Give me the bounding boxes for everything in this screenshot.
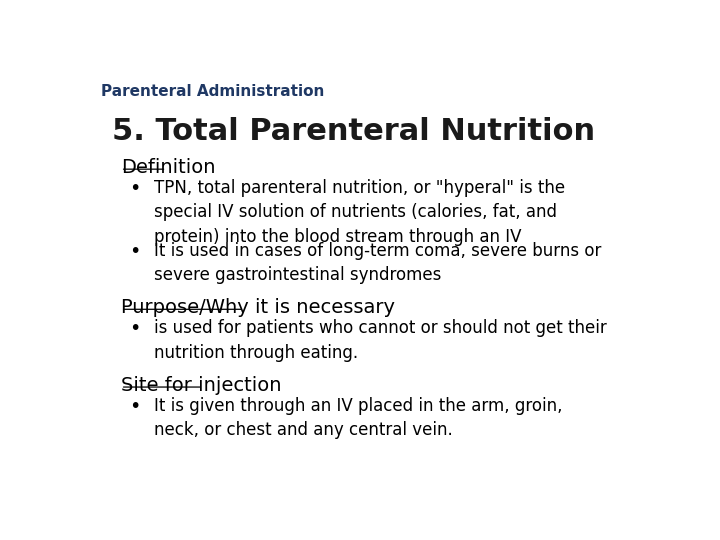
Text: is used for patients who cannot or should not get their
nutrition through eating: is used for patients who cannot or shoul… bbox=[154, 319, 607, 362]
Text: 5. Total Parenteral Nutrition: 5. Total Parenteral Nutrition bbox=[112, 117, 595, 146]
Text: •: • bbox=[129, 397, 140, 416]
Text: Purpose/Why it is necessary: Purpose/Why it is necessary bbox=[121, 299, 395, 318]
Text: TPN, total parenteral nutrition, or "hyperal" is the
special IV solution of nutr: TPN, total parenteral nutrition, or "hyp… bbox=[154, 179, 565, 246]
Text: It is given through an IV placed in the arm, groin,
neck, or chest and any centr: It is given through an IV placed in the … bbox=[154, 397, 562, 440]
Text: •: • bbox=[129, 319, 140, 338]
Text: It is used in cases of long-term coma, severe burns or
severe gastrointestinal s: It is used in cases of long-term coma, s… bbox=[154, 241, 601, 284]
Text: •: • bbox=[129, 179, 140, 198]
Text: Site for injection: Site for injection bbox=[121, 376, 282, 395]
Text: Definition: Definition bbox=[121, 158, 215, 177]
Text: Parenteral Administration: Parenteral Administration bbox=[101, 84, 325, 98]
Text: •: • bbox=[129, 241, 140, 260]
